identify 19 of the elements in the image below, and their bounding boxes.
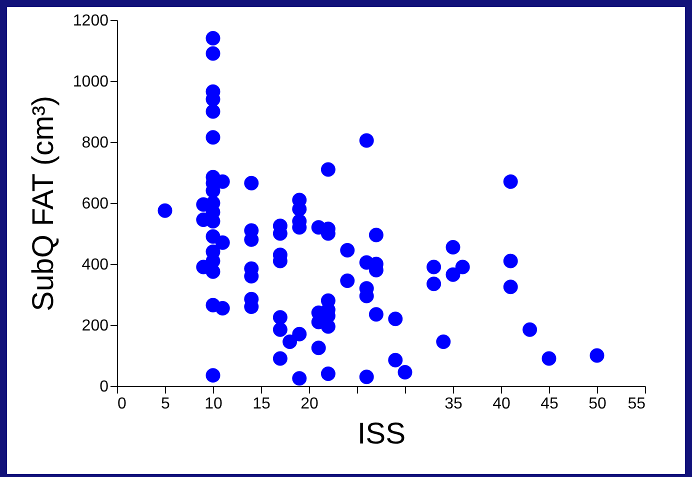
x-tick-label: 50 — [588, 396, 606, 412]
x-tick-label: 45 — [540, 396, 558, 412]
y-axis-title: SubQ FAT (cm³) — [26, 96, 60, 312]
y-tick-label: 600 — [82, 196, 109, 212]
y-tick-label: 800 — [82, 134, 109, 152]
x-tick-label: 5 — [161, 396, 170, 412]
x-tick-label: 15 — [252, 396, 270, 412]
x-tick-label: 10 — [204, 396, 222, 412]
y-tick-label: 200 — [82, 318, 109, 334]
x-tick-label: 40 — [492, 396, 510, 412]
x-tick-label: 55 — [628, 396, 646, 412]
y-tick-label: 400 — [82, 256, 109, 274]
y-tick-label: 0 — [100, 378, 109, 396]
x-axis-title: ISS — [357, 418, 406, 450]
x-tick-label: 20 — [300, 396, 318, 412]
y-tick-label: 1000 — [72, 74, 109, 90]
x-tick-label: 35 — [444, 396, 462, 412]
x-tick-label: 0 — [118, 396, 126, 412]
y-tick-label: 1200 — [72, 12, 109, 30]
